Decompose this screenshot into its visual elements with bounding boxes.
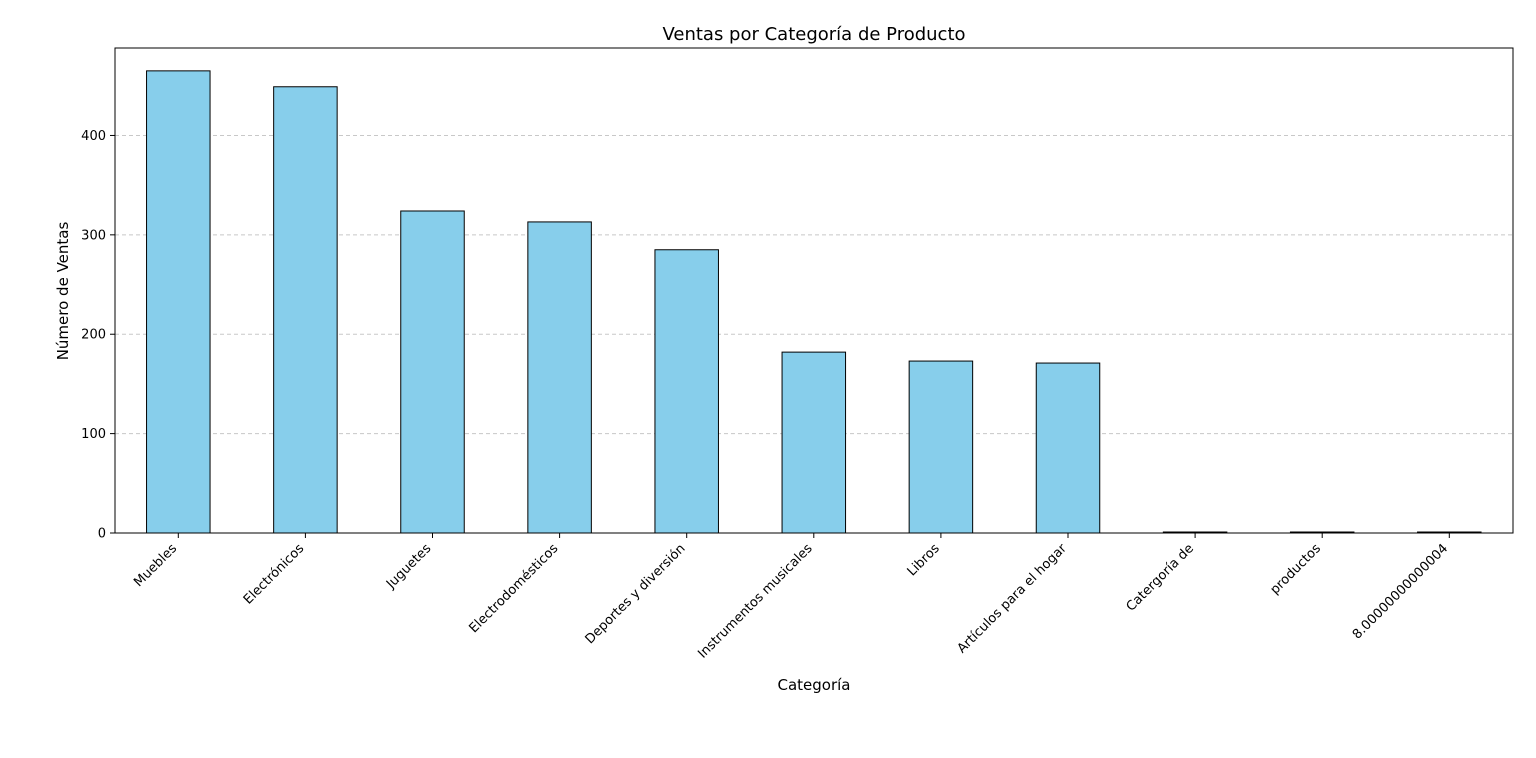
y-tick-label: 100 bbox=[81, 427, 106, 442]
x-tick-label: Juguetes bbox=[383, 541, 434, 592]
x-tick-label: Electrónicos bbox=[241, 541, 307, 607]
grid-layer bbox=[115, 134, 1513, 435]
x-tick-label: productos bbox=[1268, 541, 1325, 598]
bar bbox=[781, 351, 847, 534]
y-axis: 0 100 200 300 400 bbox=[81, 129, 115, 542]
bar bbox=[527, 221, 592, 534]
x-axis-label: Categoría bbox=[777, 676, 850, 694]
y-tick-label: 200 bbox=[81, 328, 106, 343]
bar bbox=[146, 70, 211, 534]
bar bbox=[908, 360, 974, 534]
y-tick-label: 400 bbox=[81, 129, 106, 144]
y-tick-label: 300 bbox=[81, 228, 106, 243]
x-tick-label: 8.00000000000004 bbox=[1350, 541, 1451, 642]
x-tick-label: Deportes y diversión bbox=[583, 541, 689, 647]
y-tick-label: 0 bbox=[98, 527, 106, 542]
bar bbox=[1035, 362, 1101, 534]
x-tick-label: Libros bbox=[905, 541, 943, 579]
x-tick-label: Electrodomésticos bbox=[466, 541, 561, 636]
x-tick-label: Artículos para el hogar bbox=[955, 541, 1071, 657]
bars-layer bbox=[146, 70, 1482, 534]
y-axis-label: Número de Ventas bbox=[54, 222, 72, 361]
bar bbox=[400, 210, 465, 534]
bar bbox=[273, 86, 338, 534]
bar bbox=[654, 249, 719, 534]
chart-title: Ventas por Categoría de Producto bbox=[662, 24, 965, 45]
x-tick-label: Muebles bbox=[131, 541, 180, 590]
x-tick-label: Instrumentos musicales bbox=[695, 541, 815, 661]
x-tick-label: Catergoría de bbox=[1124, 541, 1197, 614]
x-axis: Muebles Electrónicos Juguetes Electrodomést… bbox=[131, 533, 1451, 662]
